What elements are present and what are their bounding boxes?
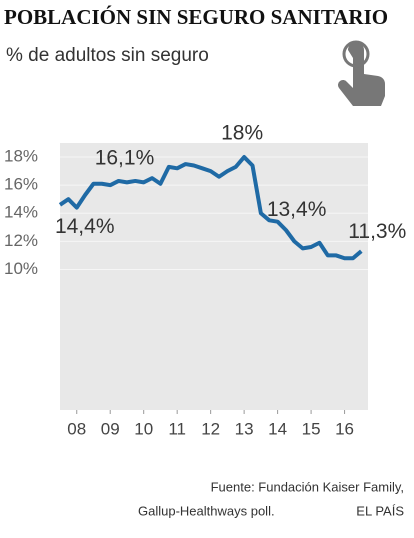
y-tick-label: 18%: [4, 147, 38, 166]
value-label: 14,4%: [55, 215, 115, 238]
x-tick-label: 16: [335, 419, 354, 438]
y-tick-label: 16%: [4, 175, 38, 194]
line: [58, 155, 363, 261]
hand-icon: [328, 40, 394, 106]
value-label: 16,1%: [95, 146, 155, 169]
x-tick-label: 14: [268, 419, 287, 438]
chart-title: POBLACIÓN SIN SEGURO SANITARIO: [4, 5, 388, 29]
credit: EL PAÍS: [356, 503, 404, 518]
y-tick-label: 10%: [4, 259, 38, 278]
value-label: 18%: [221, 122, 263, 145]
plot-area: [60, 143, 368, 410]
x-tick-label: 09: [101, 419, 120, 438]
source: Fuente: Fundación Kaiser Family,: [211, 479, 404, 494]
chart-subtitle: % de adultos sin seguro: [6, 45, 209, 66]
y-tick-label: 12%: [4, 231, 38, 250]
x-tick-label: 11: [168, 419, 186, 438]
source: Gallup-Healthways poll.: [138, 503, 275, 518]
x-tick-label: 08: [67, 419, 86, 438]
x-tick-label: 15: [302, 419, 321, 438]
y-tick-label: 14%: [4, 203, 38, 222]
x-tick-label: 12: [201, 419, 220, 438]
x-tick-label: 13: [235, 419, 254, 438]
value-label: 11,3%: [348, 220, 406, 243]
x-tick-label: 10: [134, 419, 153, 438]
value-label: 13,4%: [267, 198, 327, 221]
